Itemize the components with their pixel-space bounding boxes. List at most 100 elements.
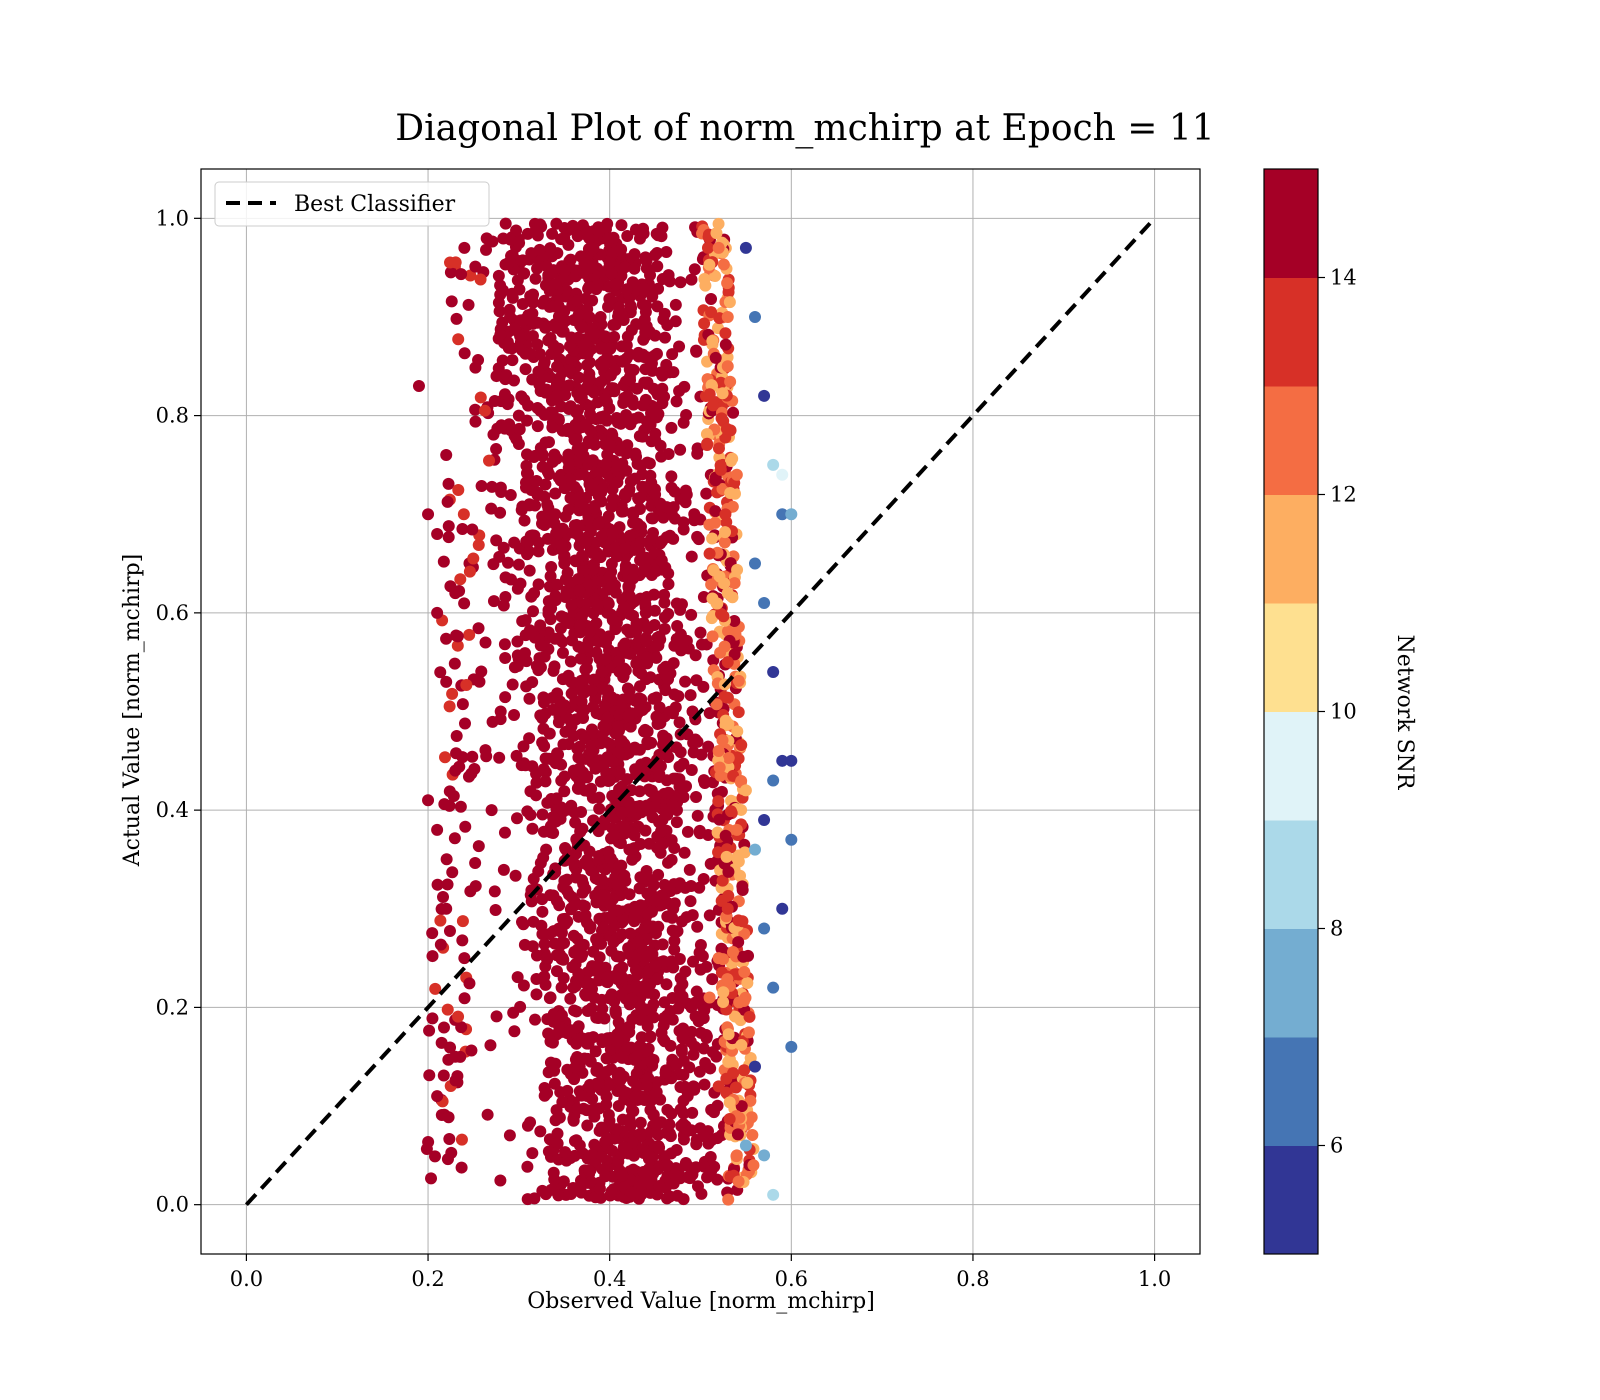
scatter-point	[562, 617, 575, 630]
colorbar-band	[1264, 169, 1318, 278]
scatter-point	[644, 1030, 657, 1043]
colorbar-tick-label: 12	[1330, 483, 1357, 507]
scatter-point	[520, 535, 533, 548]
scatter-point	[629, 447, 642, 460]
scatter-point	[717, 258, 730, 271]
scatter-point	[596, 1002, 609, 1015]
scatter-point	[604, 439, 617, 452]
scatter-point	[442, 531, 455, 544]
scatter-point	[596, 665, 609, 678]
x-tick-label: 0.6	[775, 1267, 808, 1291]
scatter-point	[658, 622, 671, 635]
scatter-point	[616, 961, 629, 974]
scatter-point	[721, 587, 734, 600]
scatter-point	[455, 1161, 468, 1174]
scatter-point	[677, 1054, 690, 1067]
scatter-point	[539, 1188, 552, 1201]
scatter-point	[573, 1139, 586, 1152]
scatter-point	[605, 581, 618, 594]
scatter-point	[475, 665, 488, 678]
scatter-point	[549, 632, 562, 645]
scatter-point	[534, 1125, 547, 1138]
scatter-point	[603, 774, 616, 787]
scatter-point	[441, 1003, 454, 1016]
scatter-point	[526, 760, 539, 773]
scatter-point	[567, 857, 580, 870]
scatter-point	[604, 1043, 617, 1056]
scatter-point	[705, 578, 718, 591]
scatter-point	[658, 611, 671, 624]
x-tick-label: 0.2	[411, 1267, 444, 1291]
scatter-point	[538, 740, 551, 753]
scatter-point	[704, 1062, 717, 1075]
scatter-point	[517, 979, 530, 992]
scatter-point	[650, 973, 663, 986]
scatter-point	[437, 1069, 450, 1082]
scatter-point	[489, 904, 502, 917]
scatter-point	[641, 950, 654, 963]
scatter-point	[718, 536, 731, 549]
scatter-point	[481, 1108, 494, 1121]
scatter-point	[719, 327, 732, 340]
scatter-point	[605, 988, 618, 1001]
scatter-point	[558, 264, 571, 277]
scatter-point	[678, 380, 691, 393]
scatter-point	[639, 824, 652, 837]
scatter-point	[575, 694, 588, 707]
scatter-point	[508, 1025, 521, 1038]
scatter-point	[638, 282, 651, 295]
scatter-point	[665, 1107, 678, 1120]
scatter-point	[431, 527, 444, 540]
scatter-point	[617, 601, 630, 614]
scatter-point	[567, 729, 580, 742]
scatter-point	[556, 951, 569, 964]
scatter-point	[511, 635, 524, 648]
scatter-point	[608, 330, 621, 343]
scatter-point	[605, 557, 618, 570]
scatter-point	[504, 489, 517, 502]
scatter-point	[484, 1039, 497, 1052]
scatter-point	[582, 1033, 595, 1046]
scatter-point	[639, 597, 652, 610]
scatter-point	[673, 760, 686, 773]
scatter-point	[650, 651, 663, 664]
scatter-point	[694, 939, 707, 952]
scatter-point	[595, 530, 608, 543]
scatter-point	[579, 292, 592, 305]
scatter-point	[472, 538, 485, 551]
scatter-point	[644, 533, 657, 546]
scatter-point	[730, 1149, 743, 1162]
scatter-point	[473, 675, 486, 688]
scatter-point	[612, 1100, 625, 1113]
scatter-point	[562, 503, 575, 516]
scatter-point	[722, 752, 735, 765]
scatter-point	[615, 702, 628, 715]
scatter-point	[550, 378, 563, 391]
scatter-point	[572, 764, 585, 777]
scatter-point	[456, 934, 469, 947]
scatter-point	[634, 1116, 647, 1129]
scatter-point	[450, 729, 463, 742]
scatter-point	[701, 437, 714, 450]
scatter-point	[712, 442, 725, 455]
scatter-point	[526, 940, 539, 953]
scatter-point	[720, 422, 733, 435]
scatter-point	[526, 290, 539, 303]
scatter-point	[614, 736, 627, 749]
scatter-point	[624, 720, 637, 733]
colorbar-tick-label: 10	[1330, 700, 1357, 724]
scatter-point	[711, 597, 724, 610]
scatter-point	[634, 554, 647, 567]
scatter-point	[712, 744, 725, 757]
scatter-point	[703, 707, 716, 720]
scatter-point	[667, 772, 680, 785]
scatter-point	[681, 825, 694, 838]
legend-entry-best-classifier: Best Classifier	[294, 192, 456, 217]
scatter-point	[651, 300, 664, 313]
scatter-point	[583, 232, 596, 245]
scatter-point	[539, 321, 552, 334]
scatter-point	[557, 738, 570, 751]
scatter-point	[703, 388, 716, 401]
scatter-point	[540, 951, 553, 964]
scatter-point	[499, 691, 512, 704]
